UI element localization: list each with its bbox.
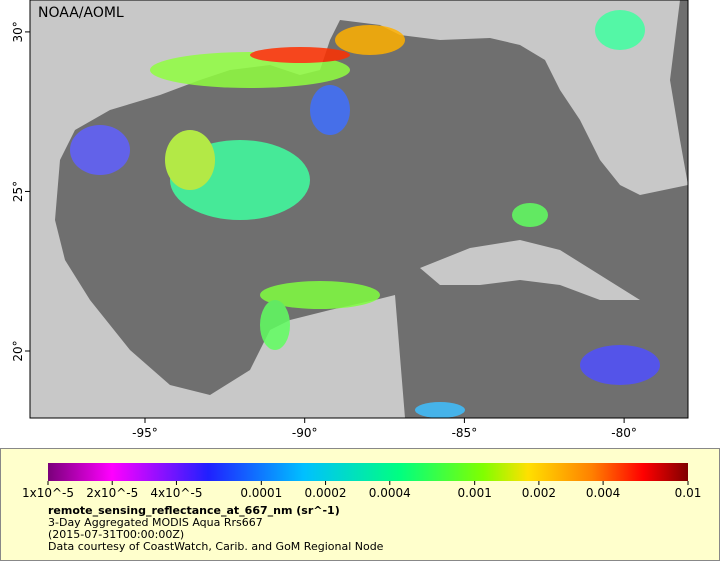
reflectance-patch: [165, 130, 215, 190]
colorbar-tick-label: 2x10^-5: [86, 486, 138, 500]
reflectance-patch: [310, 85, 350, 135]
colorbar-tick-label: 0.0001: [240, 486, 282, 500]
reflectance-patch: [70, 125, 130, 175]
x-tick-label: -90°: [292, 426, 318, 440]
colorbar-tick-label: 0.001: [457, 486, 491, 500]
map-ticks: -95° -90° -85° -80° 20° 25° 30°: [11, 21, 637, 440]
reflectance-patch: [595, 10, 645, 50]
x-tick-label: -80°: [611, 426, 637, 440]
land-mexico: [30, 160, 405, 418]
y-tick-label: 25°: [11, 181, 25, 202]
reflectance-patches: [70, 10, 660, 418]
colorbar-tick-label: 0.0004: [369, 486, 411, 500]
colorbar: [48, 463, 688, 481]
caption-line: Data courtesy of CoastWatch, Carib. and …: [48, 540, 384, 553]
caption-line: (2015-07-31T00:00:00Z): [48, 528, 184, 541]
reflectance-patch: [260, 281, 380, 309]
caption-line: 3-Day Aggregated MODIS Aqua Rrs667: [48, 516, 263, 529]
land-cuba: [420, 240, 640, 300]
y-tick-label: 30°: [11, 21, 25, 42]
reflectance-patch: [415, 402, 465, 418]
reflectance-patch: [260, 300, 290, 350]
variable-name: remote_sensing_reflectance_at_667_nm (sr…: [48, 504, 340, 517]
colorbar-tick-label: 0.002: [522, 486, 556, 500]
map-frame: [29, 0, 689, 419]
y-tick-label: 20°: [11, 340, 25, 361]
colorbar-tick-label: 1x10^-5: [22, 486, 74, 500]
reflectance-patch: [580, 345, 660, 385]
colorbar-tick-label: 0.0002: [305, 486, 347, 500]
land-us: [30, 0, 688, 195]
reflectance-patch: [250, 47, 350, 63]
reflectance-patch: [335, 25, 405, 55]
colorbar-ticks: 1x10^-5 2x10^-5 4x10^-5 0.0001 0.0002 0.0004 0…: [22, 481, 701, 500]
x-tick-label: -95°: [132, 426, 158, 440]
x-tick-label: -85°: [452, 426, 478, 440]
map-area: NOAA/AOML: [30, 0, 688, 418]
reflectance-patch: [512, 203, 548, 227]
watermark: NOAA/AOML: [38, 5, 124, 21]
colorbar-tick-label: 0.004: [586, 486, 620, 500]
colorbar-tick-label: 0.01: [675, 486, 702, 500]
colorbar-tick-label: 4x10^-5: [150, 486, 202, 500]
